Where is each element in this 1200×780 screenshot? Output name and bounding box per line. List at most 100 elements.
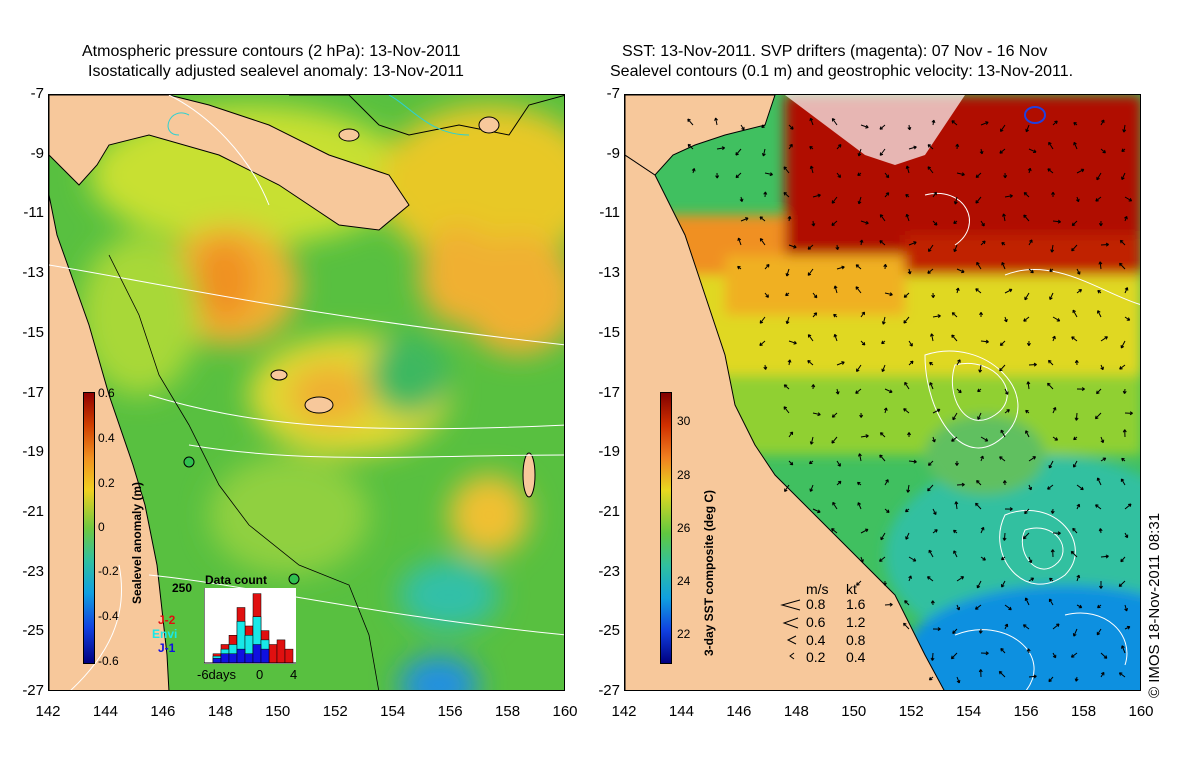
velocity-arrow [951,120,958,126]
left-lon-tick: 160 [552,703,578,720]
velocity-arrow [860,311,866,318]
velocity-arrow [975,196,982,204]
velocity-arrow [879,454,886,462]
right-lat-tick: -15 [598,323,620,341]
velocity-arrow [812,312,818,318]
velocity-arrow [932,314,941,319]
velocity-arrow [1047,382,1054,390]
velocity-arrow [980,455,984,462]
velocity-legend-kt: 1.6 [846,596,866,612]
velocity-arrow [691,168,696,174]
data-count-xtick-1: 0 [256,667,264,682]
velocity-arrow [1026,648,1031,654]
velocity-arrow [1118,580,1126,588]
velocity-arrow [951,334,958,342]
velocity-arrow [904,508,910,513]
velocity-arrow [1052,120,1058,126]
cbar-tick: 28 [677,468,691,482]
velocity-arrow [1076,288,1083,294]
velocity-arrow [955,287,960,294]
velocity-arrow [932,191,937,198]
right-lat-tick: -9 [606,144,620,162]
right-lon-tick: 142 [611,703,637,720]
velocity-arrow [1120,478,1126,486]
velocity-arrow [882,580,887,586]
velocity-arrow [740,217,749,222]
velocity-arrow [950,652,958,660]
legend-envi: Envi [152,627,178,641]
velocity-arrow [1002,213,1006,222]
velocity-arrow [1028,268,1034,274]
velocity-arrow [759,340,766,347]
velocity-arrow [977,388,982,393]
left-lon-tick: 148 [207,703,233,720]
velocity-arrow [764,292,769,298]
right-lon-tick: 152 [898,703,924,720]
velocity-arrow [953,244,958,253]
velocity-arrow [1004,388,1009,395]
right-lat-tick: -25 [598,622,620,640]
velocity-arrow [1050,508,1055,514]
velocity-arrow [883,407,888,414]
velocity-arrow [1076,387,1085,392]
left-lat-tick: -11 [23,204,44,222]
velocity-arrow [975,288,982,294]
velocity-arrow [855,264,862,270]
left-lat-tick: -17 [22,383,44,401]
velocity-arrow [807,360,814,366]
left-lon-tick: 154 [380,703,406,720]
velocity-arrow [979,148,984,155]
velocity-arrow [884,192,890,198]
velocity-arrow [855,388,862,394]
velocity-arrow [978,628,983,634]
hist-bar-j1 [220,653,230,664]
velocity-arrow [1095,504,1102,510]
velocity-arrow [836,361,845,366]
velocity-arrow [1000,124,1006,133]
data-count-ytick: 250 [172,581,193,595]
velocity-arrow [1100,671,1105,678]
velocity-arrow [807,334,814,342]
velocity-arrow [884,602,893,607]
velocity-arrow [1022,624,1030,630]
velocity-arrow [687,143,694,150]
right-lon-tick: 150 [841,703,867,720]
cbar-tick: -0.2 [98,564,119,578]
velocity-arrow [884,388,893,394]
velocity-legend-kt: 1.2 [846,614,866,630]
velocity-arrow [787,359,792,366]
velocity-arrow [1071,336,1078,342]
velocity-arrow [884,479,889,486]
velocity-arrow [931,292,936,299]
velocity-arrow [1074,412,1079,421]
velocity-arrow [1002,532,1007,541]
velocity-arrow [1071,244,1078,252]
right-lat-tick: -17 [598,383,620,401]
velocity-arrow [1028,362,1037,367]
left-lat-tick: -25 [22,622,44,640]
left-lon-tick: 158 [495,703,521,720]
velocity-arrow [737,265,742,270]
velocity-arrow [954,460,959,466]
velocity-arrow [908,556,917,562]
imos-credit: © IMOS 18-Nov-2011 08:31 [1146,512,1163,698]
velocity-arrow [980,240,986,246]
velocity-arrow [999,340,1006,347]
data-count-xtick-0: -6days [197,667,237,682]
velocity-arrow [907,432,912,438]
velocity-arrow [1024,508,1030,515]
velocity-arrow [1026,340,1031,347]
velocity-arrow [811,384,816,390]
velocity-legend-kt-header: kt [846,581,857,597]
velocity-arrow [928,676,934,681]
velocity-arrow [809,165,814,174]
velocity-arrow [1001,261,1006,270]
velocity-arrow [978,364,983,373]
velocity-arrow [1076,503,1081,510]
velocity-arrow [927,268,934,274]
velocity-arrow [836,172,842,179]
velocity-arrow [975,172,982,178]
velocity-arrow [999,364,1006,372]
velocity-legend-ms: 0.6 [806,614,826,630]
velocity-legend-ms: 0.4 [806,632,826,648]
